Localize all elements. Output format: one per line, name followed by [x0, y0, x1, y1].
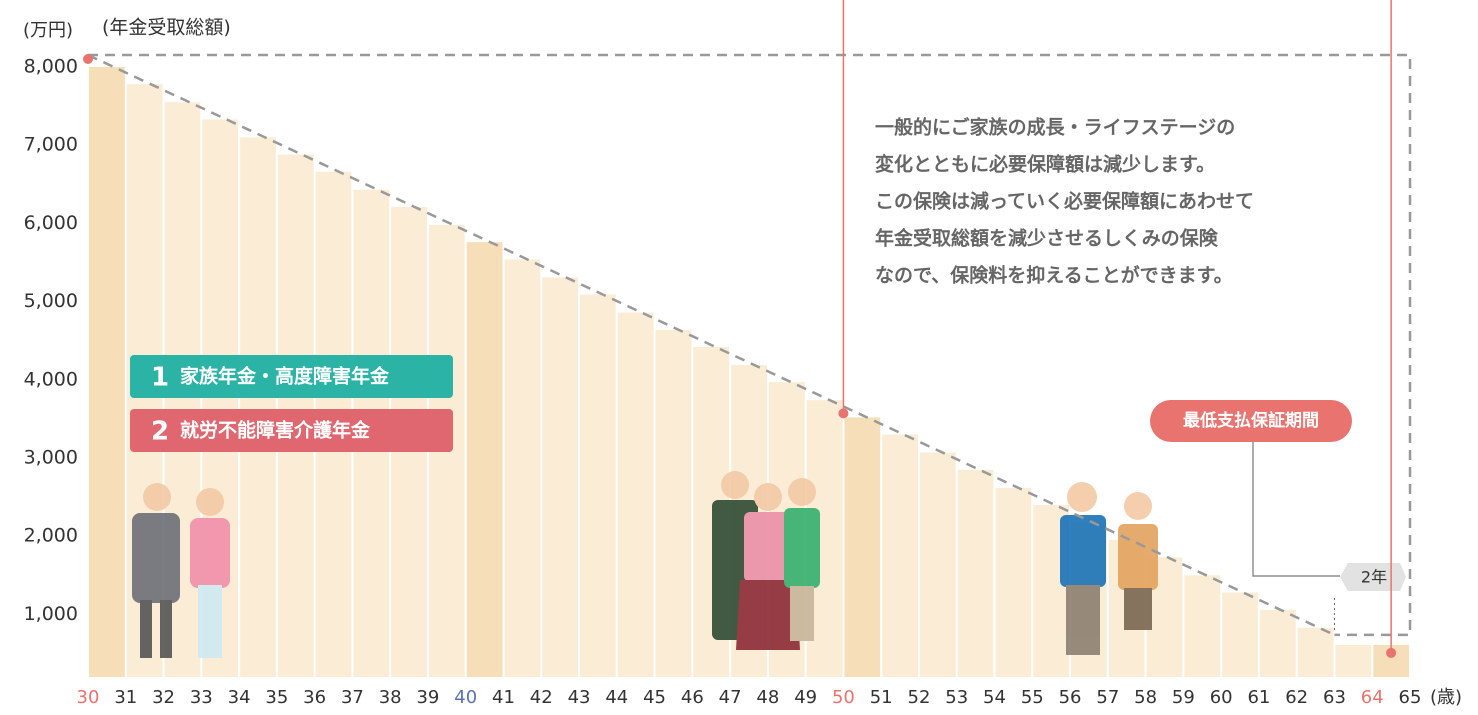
x-tick-label: 47: [719, 687, 742, 708]
x-tick-label: 57: [1096, 687, 1119, 708]
bar: [1298, 628, 1334, 677]
marker-dot: [838, 408, 848, 418]
bar: [1335, 645, 1371, 677]
x-tick-label: 63: [1323, 687, 1346, 708]
y-unit: (万円): [23, 20, 73, 41]
note-line: 一般的にご家族の成長・ライフステージの: [875, 116, 1235, 139]
bar: [656, 330, 692, 677]
x-tick-label: 31: [114, 687, 137, 708]
x-tick-label: 52: [908, 687, 931, 708]
y-tick-label: 2,000: [24, 525, 78, 547]
marker-dot: [1386, 648, 1396, 658]
x-tick-label: 55: [1021, 687, 1044, 708]
x-tick-label: 62: [1285, 687, 1308, 708]
x-tick-label: 30: [77, 687, 100, 708]
x-tick-label: 58: [1134, 687, 1157, 708]
x-tick-label: 65: [1399, 687, 1422, 708]
bar: [1260, 610, 1296, 677]
x-tick-label: 36: [303, 687, 326, 708]
x-tick-label: 54: [983, 687, 1006, 708]
note-line: 変化とともに必要保障額は減少します。: [875, 153, 1215, 176]
y-title: (年金受取総額): [102, 17, 231, 39]
x-tick-label: 64: [1361, 687, 1384, 708]
x-tick-label: 41: [492, 687, 515, 708]
x-tick-label: 59: [1172, 687, 1195, 708]
note-line: 年金受取総額を減少させるしくみの保険: [875, 227, 1219, 250]
bar: [920, 453, 956, 677]
x-tick-label: 45: [643, 687, 666, 708]
bar: [844, 417, 880, 677]
x-tick-label: 38: [379, 687, 402, 708]
legend-number: 2: [151, 417, 169, 447]
note: 一般的にご家族の成長・ライフステージの 変化とともに必要保障額は減少します。 こ…: [875, 116, 1254, 287]
x-tick-label: 48: [756, 687, 779, 708]
bar: [240, 137, 276, 677]
chart: (万円) (年金受取総額) (歳) 一般的にご家族の成長・ライフステージの 変化…: [0, 0, 1478, 711]
period-label: 2年: [1361, 568, 1387, 587]
y-tick-label: 4,000: [24, 368, 78, 390]
legend-label: 家族年金・高度障害年金: [180, 365, 390, 388]
legend-number: 1: [151, 363, 169, 393]
x-tick-label: 43: [568, 687, 591, 708]
x-tick-label: 56: [1059, 687, 1082, 708]
y-tick-label: 3,000: [24, 447, 78, 469]
x-tick-label: 44: [605, 687, 628, 708]
bar: [958, 470, 994, 677]
bar: [580, 295, 616, 677]
x-tick-label: 35: [265, 687, 288, 708]
x-tick-label: 40: [454, 687, 477, 708]
x-tick-label: 49: [794, 687, 817, 708]
bar: [618, 313, 654, 677]
guarantee-connector: [1253, 440, 1340, 576]
x-unit: (歳): [1430, 687, 1462, 708]
y-tick-label: 1,000: [24, 603, 78, 625]
bar: [504, 259, 540, 677]
x-tick-label: 39: [416, 687, 439, 708]
x-tick-label: 33: [190, 687, 213, 708]
bar: [1222, 593, 1258, 677]
x-tick-label: 51: [870, 687, 893, 708]
x-tick-label: 53: [945, 687, 968, 708]
bar: [467, 242, 503, 677]
bar: [542, 277, 578, 677]
marker-dot: [83, 54, 93, 64]
y-tick-label: 5,000: [24, 290, 78, 312]
note-line: この保険は減っていく必要保障額にあわせて: [875, 190, 1254, 213]
x-tick-label: 46: [681, 687, 704, 708]
y-tick-label: 6,000: [24, 212, 78, 234]
legend-label: 就労不能障害介護年金: [180, 419, 371, 442]
x-tick-label: 61: [1247, 687, 1270, 708]
bar: [89, 67, 125, 677]
x-tick-label: 50: [832, 687, 855, 708]
x-tick-label: 34: [228, 687, 251, 708]
x-tick-label: 60: [1210, 687, 1233, 708]
note-line: なので、保険料を抑えることができます。: [875, 264, 1233, 287]
x-tick-label: 37: [341, 687, 364, 708]
bar: [882, 435, 918, 677]
bar: [996, 488, 1032, 677]
guarantee-label: 最低支払保証期間: [1183, 410, 1319, 431]
y-tick-label: 7,000: [24, 134, 78, 156]
x-tick-label: 32: [152, 687, 175, 708]
x-tick-label: 42: [530, 687, 553, 708]
y-tick-label: 8,000: [24, 56, 78, 78]
bar: [1184, 575, 1220, 677]
